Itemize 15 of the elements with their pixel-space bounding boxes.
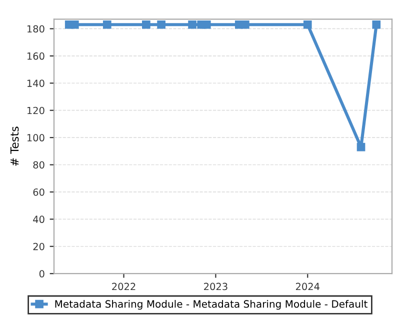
legend-label: Metadata Sharing Module - Metadata Sharing Module - Default [55,300,368,310]
y-tick-label: 180 [27,25,44,33]
y-axis-title: # Tests [10,126,19,166]
y-tick-label: 140 [27,80,44,87]
y-tick-label: 60 [33,188,44,196]
y-tick-label: 160 [27,52,44,60]
y-tick-label: 0 [39,270,44,278]
y-tick-label: 80 [33,161,44,169]
y-tick-label: 20 [33,242,44,250]
x-tick-label: 2023 [204,282,228,290]
x-tick-label: 2022 [112,282,136,290]
y-tick-label: 100 [27,134,44,142]
y-tick-label: 40 [33,216,44,224]
y-tick-label: 120 [27,106,44,114]
x-tick-label: 2024 [296,282,320,290]
